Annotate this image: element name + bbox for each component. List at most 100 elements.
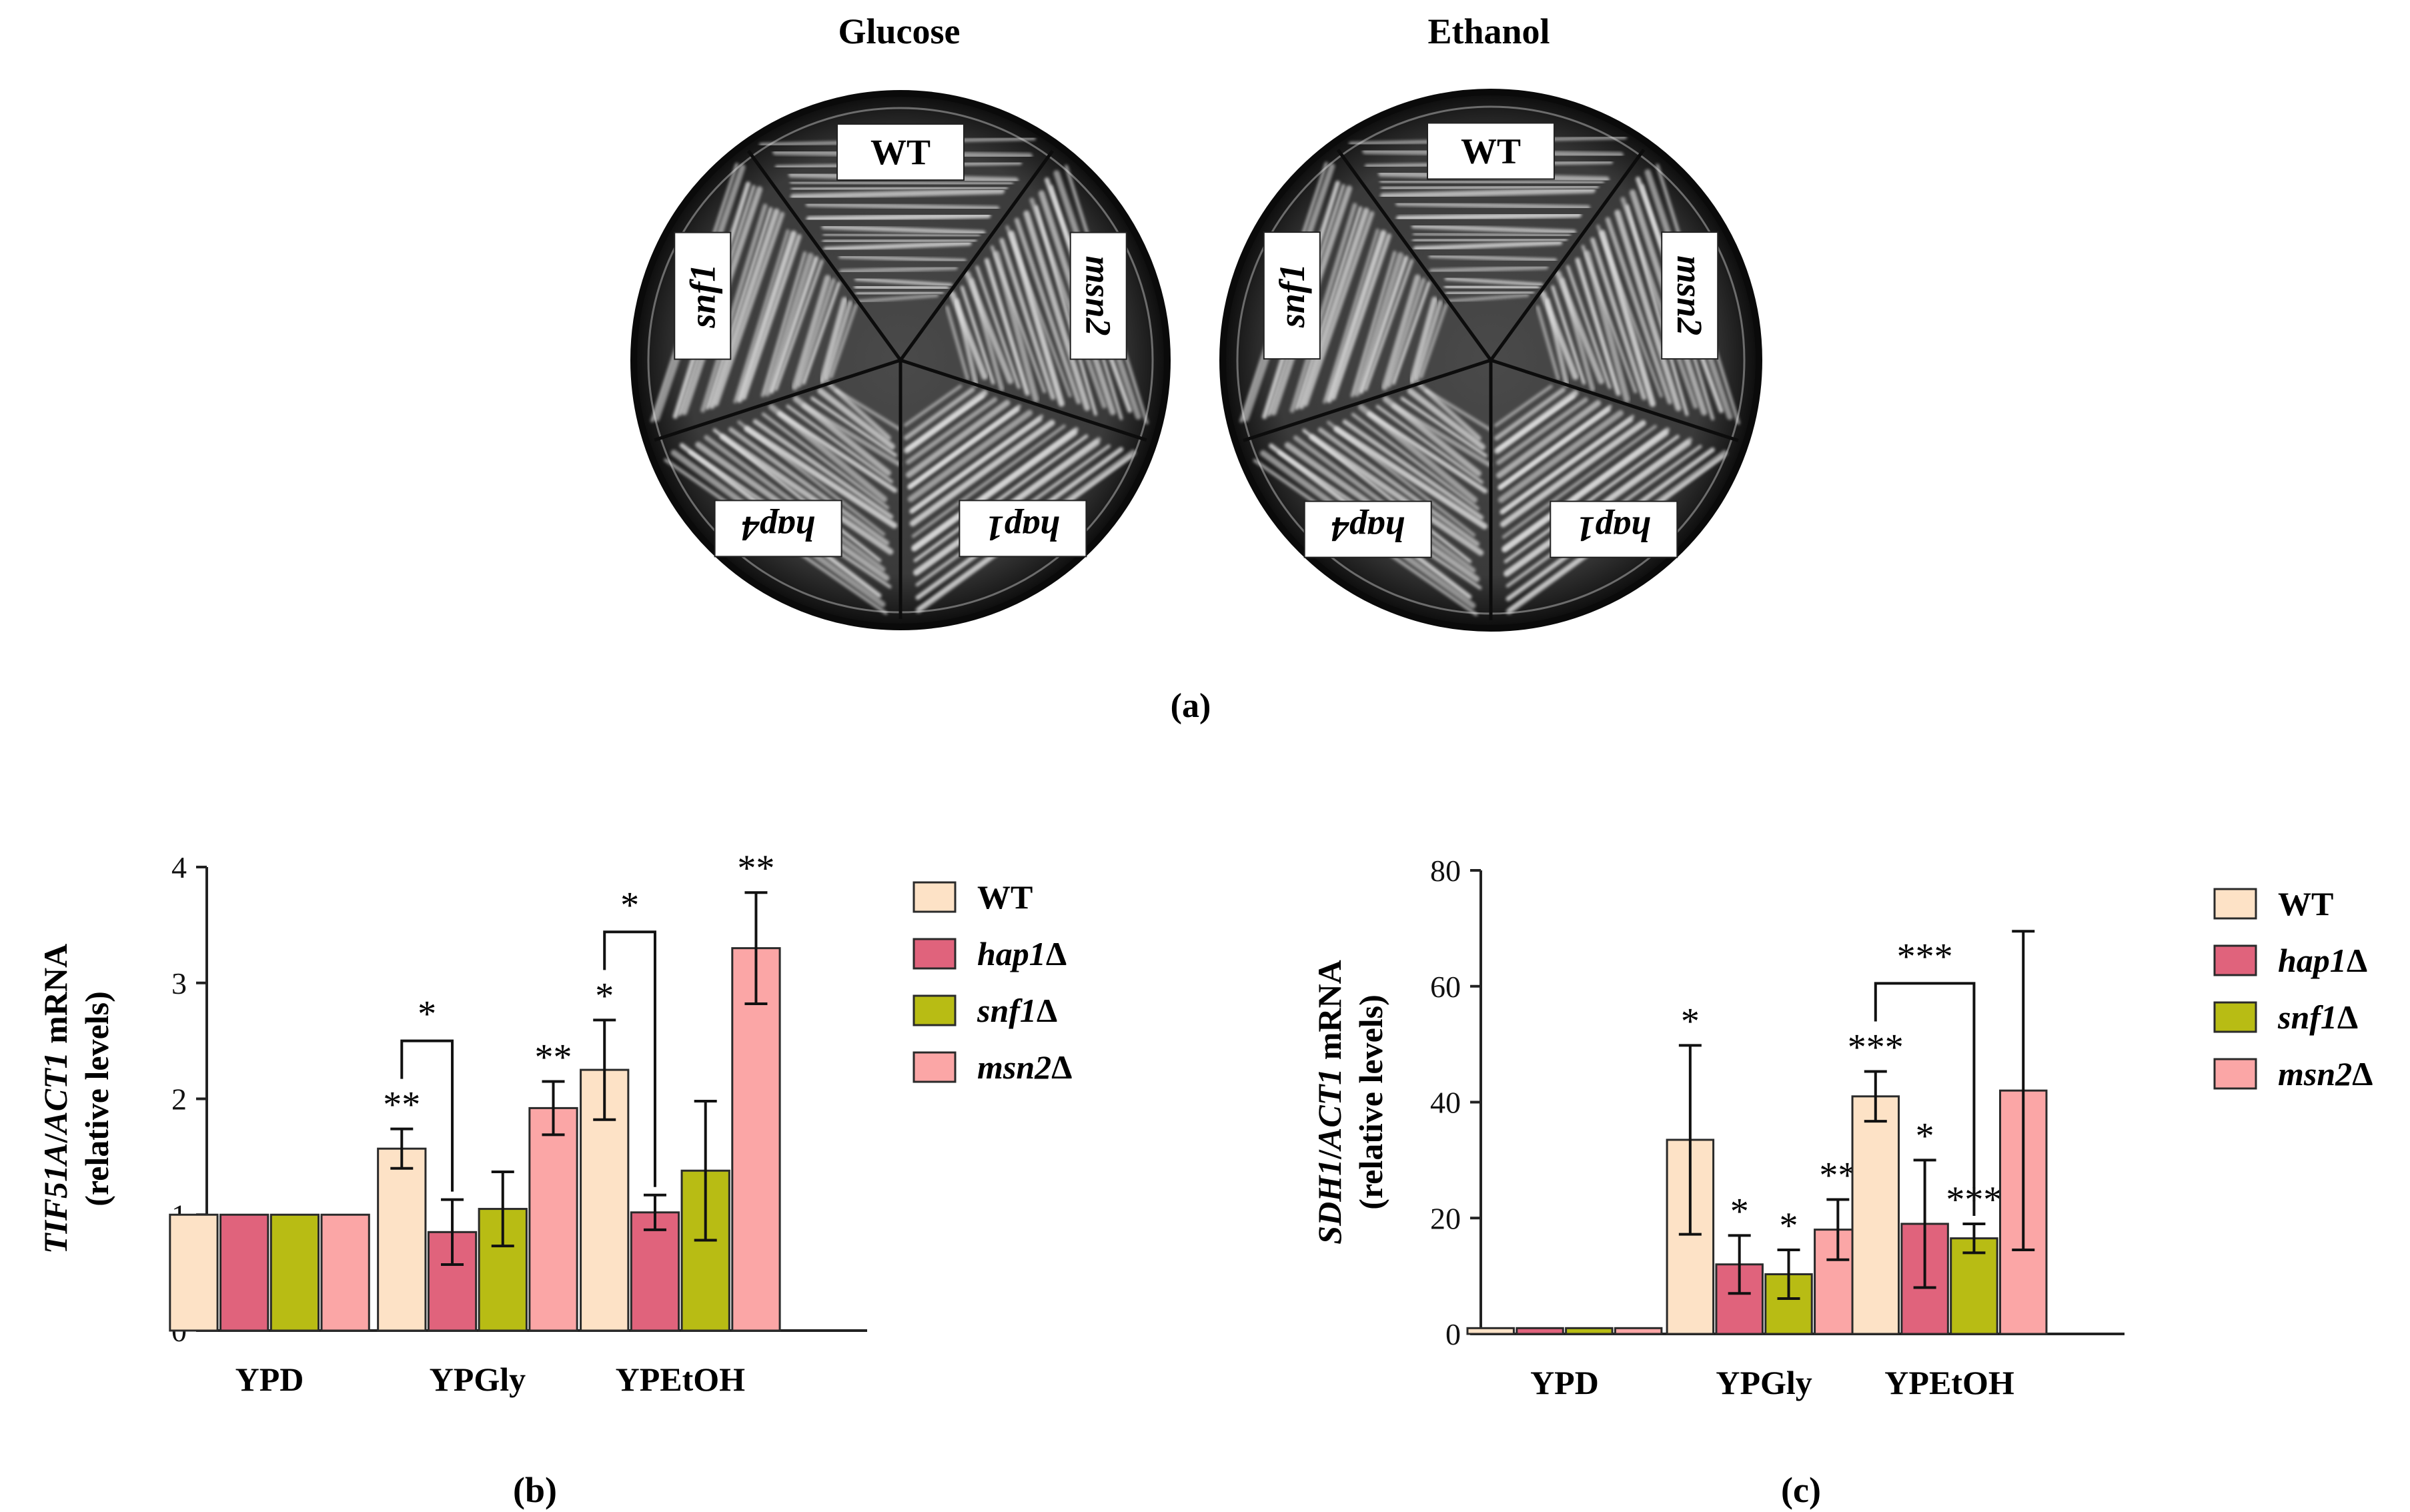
legend-name: WT (2278, 885, 2333, 922)
streak (1536, 305, 1560, 381)
plate-title: Ethanol (1427, 11, 1550, 51)
y-tick-label: 80 (1430, 854, 1461, 888)
label-sticker (1303, 500, 1432, 558)
bracket-star: * (620, 884, 639, 926)
bar-snf1 (1950, 1237, 1998, 1335)
bar-WT (169, 1213, 219, 1332)
sector-divider (1489, 149, 1646, 361)
sector-label-WT: WT (1427, 122, 1555, 180)
streak (821, 224, 986, 235)
streak (904, 387, 975, 440)
sector-label-hap4: hap4 (714, 500, 842, 558)
streak (1614, 209, 1682, 412)
legend-name: snf1 (977, 992, 1037, 1029)
panel-a-label: (a) (1171, 687, 1211, 725)
y-tick-label: 4 (171, 850, 187, 884)
bar-hap1 (219, 1213, 269, 1332)
legend-label-WT: WT (2278, 885, 2333, 922)
streak (1496, 394, 1576, 452)
streak (1351, 412, 1480, 511)
streak (1425, 388, 1491, 432)
plate-title: Glucose (838, 11, 961, 51)
streak (1596, 224, 1663, 398)
x-tick-label: YPGly (1716, 1364, 1812, 1401)
bracket-star: *** (1897, 936, 1953, 977)
label-sticker (1427, 122, 1555, 180)
streak (1298, 207, 1369, 410)
significance-star: * (1780, 1205, 1798, 1247)
sector-label-hap1: hap1 (959, 500, 1087, 558)
significance-star: ** (535, 1036, 572, 1078)
legend-label-msn2: msn2Δ (2278, 1055, 2373, 1092)
plate-glucose: Glucose WT msn2 hap1 hap4 snf1 (630, 11, 1171, 630)
streak (789, 179, 1014, 187)
streak (1400, 396, 1487, 458)
streak (792, 396, 892, 476)
legend-label-snf1: snf1Δ (2277, 998, 2358, 1036)
comparison-bracket (1874, 982, 1976, 1216)
streak (1428, 254, 1558, 262)
y-tick-label: 60 (1430, 970, 1461, 1004)
y-label-ref: ACT1 (1311, 1068, 1348, 1152)
streak (1364, 259, 1414, 392)
sector-label-msn2: msn2 (1069, 231, 1127, 360)
streak (1302, 428, 1472, 564)
streak (905, 394, 985, 452)
legend-suffix: Δ (2352, 1055, 2373, 1092)
streak (819, 297, 848, 384)
y-axis-label: TIF51A/ACT1 mRNA (37, 944, 74, 1254)
streak (964, 271, 1014, 384)
streak (1429, 265, 1549, 274)
legend-swatch-WT (2213, 888, 2257, 920)
streak (1555, 270, 1604, 385)
x-tick-label: YPGly (430, 1361, 526, 1398)
sector-divider (1490, 358, 1739, 442)
sector-divider (900, 358, 1147, 442)
streak (1381, 274, 1421, 391)
streak (904, 384, 963, 427)
streak (1391, 281, 1431, 385)
streak (744, 426, 898, 529)
streak (1317, 427, 1480, 546)
streak (822, 232, 981, 238)
legend-suffix: Δ (1037, 992, 1057, 1029)
bar-msn2 (1614, 1327, 1663, 1335)
significance-star: * (1730, 1191, 1749, 1232)
significance-star: ** (737, 848, 774, 889)
streak (810, 396, 898, 458)
streak (907, 407, 1020, 489)
sector-divider (746, 149, 902, 361)
streak (761, 412, 890, 510)
label-sticker (1550, 500, 1678, 558)
comparison-bracket (400, 1039, 454, 1192)
legend-label-msn2: msn2Δ (977, 1048, 1073, 1086)
streak (984, 257, 1030, 396)
streak (1379, 187, 1596, 199)
streak (911, 430, 1078, 551)
sector-label-text: WT (870, 132, 931, 172)
legend-label-snf1: snf1Δ (977, 992, 1057, 1029)
significance-star: * (595, 975, 614, 1016)
streak (1029, 197, 1107, 409)
streak (838, 255, 967, 263)
streak (1023, 210, 1091, 412)
streak (1413, 240, 1563, 251)
legend-label-WT: WT (977, 878, 1033, 916)
y-tick-label: 40 (1430, 1086, 1461, 1120)
legend-suffix: Δ (2347, 942, 2367, 979)
streak (760, 251, 807, 398)
streak (802, 281, 841, 385)
y-tick-label: 20 (1430, 1201, 1461, 1235)
streak (1342, 419, 1484, 520)
y-tick-label: 0 (1445, 1317, 1461, 1351)
y-axis-label-line2: (relative levels) (78, 991, 115, 1207)
legend-label-hap1: hap1Δ (2278, 942, 2367, 979)
streak (786, 404, 894, 484)
streak (1380, 185, 1600, 191)
streak (1295, 206, 1363, 410)
streak (1551, 285, 1586, 385)
streak (1375, 404, 1484, 484)
legend-swatch-msn2 (2213, 1058, 2257, 1090)
streak (1494, 384, 1553, 428)
